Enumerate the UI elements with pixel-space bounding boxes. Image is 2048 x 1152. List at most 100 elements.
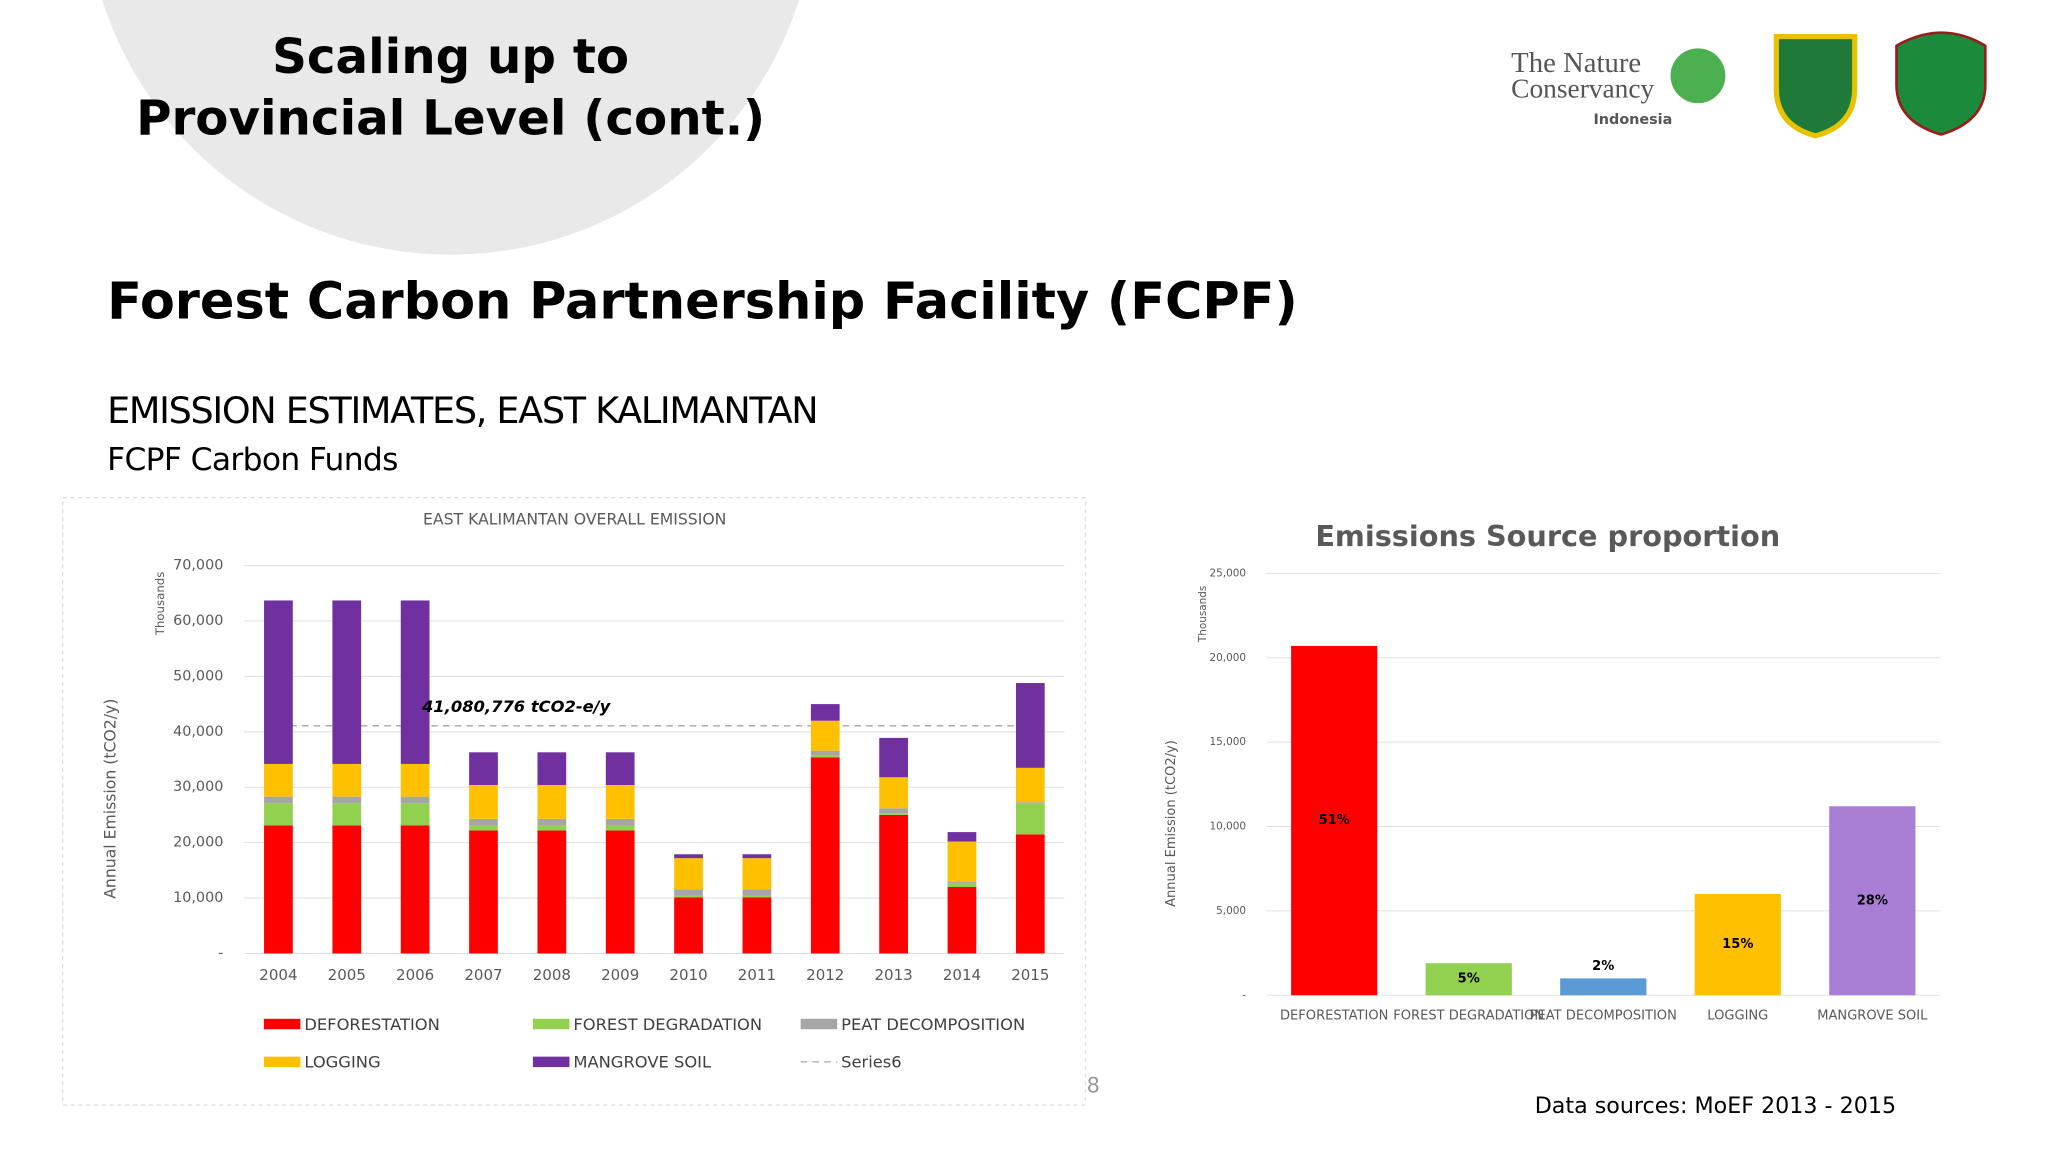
- legend-swatch: [532, 1018, 570, 1030]
- bar: [1291, 645, 1378, 996]
- bar-segment: [537, 785, 567, 819]
- share-label: 5%: [1458, 972, 1480, 987]
- chart-frame: [62, 496, 1087, 1106]
- bar-segment: [537, 830, 567, 954]
- bar-segment: [332, 600, 362, 764]
- legend-label: FOREST DEGRADATION: [573, 1015, 762, 1034]
- annotation: 41,080,776 tCO2-e/y: [421, 697, 612, 716]
- bar-segment: [605, 752, 635, 786]
- legend-swatch: [800, 1018, 838, 1030]
- bar-segment: [742, 897, 772, 954]
- bar-segment: [332, 796, 362, 804]
- y-axis-label: Annual Emission (tCO2/y): [1164, 740, 1179, 907]
- bar-segment: [947, 881, 977, 884]
- chart-title: Emissions Source proportion: [1315, 519, 1780, 553]
- chart-title: EAST KALIMANTAN OVERALL EMISSION: [423, 509, 726, 528]
- legend-label: Series6: [841, 1053, 902, 1072]
- bar-segment: [810, 755, 840, 758]
- x-tick-label: DEFORESTATION: [1280, 1009, 1388, 1024]
- y-tick-label: 50,000: [173, 668, 223, 684]
- bar-segment: [400, 600, 430, 764]
- x-tick-label: 2004: [259, 966, 297, 984]
- bar-segment: [400, 803, 430, 826]
- x-tick-label: FOREST DEGRADATION: [1393, 1009, 1544, 1024]
- y-tick-label: 20,000: [1210, 652, 1247, 664]
- legend-label: LOGGING: [304, 1053, 380, 1072]
- x-tick-label: 2012: [806, 966, 844, 984]
- bar-segment: [264, 600, 293, 764]
- y-tick-label: 20,000: [173, 835, 223, 851]
- bar-segment: [1015, 834, 1045, 954]
- x-tick-label: 2011: [738, 966, 776, 984]
- bar-segment: [332, 763, 362, 797]
- bar-segment: [537, 818, 567, 826]
- y-tick-label: 15,000: [1210, 736, 1247, 748]
- share-label: 51%: [1319, 813, 1350, 828]
- bar-segment: [1015, 802, 1045, 804]
- bar-segment: [742, 858, 772, 890]
- bar-segment: [947, 886, 977, 954]
- bar-segment: [469, 752, 498, 786]
- share-label: 15%: [1722, 937, 1753, 952]
- bar-segment: [469, 818, 498, 826]
- page-number: 8: [1087, 1074, 1100, 1098]
- bar-segment: [947, 832, 977, 842]
- bar-segment: [674, 895, 703, 898]
- subtitle: EMISSION ESTIMATES, EAST KALIMANTAN: [107, 389, 817, 432]
- legend-label: MANGROVE SOIL: [573, 1053, 711, 1072]
- bar-segment: [1015, 767, 1045, 803]
- emblem: [1895, 31, 1987, 136]
- slide-title: Forest Carbon Partnership Facility (FCPF…: [107, 272, 1298, 331]
- bar-segment: [674, 854, 703, 859]
- y-tick-label: 25,000: [1210, 567, 1247, 579]
- bar-segment: [810, 750, 840, 756]
- y-tick-label: 70,000: [173, 558, 223, 574]
- bar-segment: [264, 796, 293, 804]
- emblem: [1773, 33, 1858, 139]
- bar-segment: [674, 897, 703, 954]
- share-label: 2%: [1592, 959, 1614, 974]
- bar-segment: [605, 825, 635, 831]
- bar: [1425, 963, 1512, 996]
- y-unit: Thousands: [1197, 586, 1209, 644]
- x-tick-label: PEAT DECOMPOSITION: [1530, 1009, 1677, 1024]
- bar-segment: [810, 757, 840, 954]
- bar-segment: [879, 808, 908, 814]
- logo-text: Indonesia: [1593, 112, 1672, 128]
- x-tick-label: 2014: [943, 966, 981, 984]
- bar-segment: [400, 796, 430, 804]
- bar: [1829, 806, 1916, 996]
- bar-segment: [332, 803, 362, 826]
- share-label: 28%: [1857, 893, 1888, 908]
- x-tick-label: MANGROVE SOIL: [1817, 1009, 1928, 1024]
- x-tick-label: LOGGING: [1707, 1009, 1768, 1024]
- y-tick-label: 10,000: [1210, 821, 1247, 833]
- globe-icon: [1670, 48, 1726, 104]
- heading: Scaling up to: [272, 29, 629, 85]
- bar-segment: [264, 763, 293, 797]
- bar-segment: [742, 895, 772, 898]
- bar-segment: [879, 814, 908, 954]
- y-tick-label: 10,000: [173, 890, 223, 906]
- bar-segment: [879, 737, 908, 778]
- y-tick-label: 30,000: [173, 779, 223, 795]
- bar-segment: [674, 889, 703, 896]
- bar-segment: [469, 785, 498, 819]
- y-unit: Thousands: [153, 572, 167, 637]
- bar-segment: [1015, 683, 1045, 768]
- x-tick-label: 2008: [533, 966, 571, 984]
- bar-segment: [742, 889, 772, 896]
- bar-segment: [400, 825, 430, 954]
- bar-segment: [264, 825, 293, 954]
- x-tick-label: 2010: [669, 966, 707, 984]
- bar-segment: [605, 818, 635, 826]
- x-tick-label: 2006: [396, 966, 434, 984]
- bar-segment: [469, 830, 498, 954]
- bar-segment: [332, 825, 362, 954]
- header-circle: [102, 0, 799, 255]
- bar-segment: [879, 813, 908, 815]
- bar: [1694, 894, 1781, 996]
- bar-segment: [947, 841, 977, 882]
- bar-segment: [605, 785, 635, 819]
- bar-segment: [537, 825, 567, 831]
